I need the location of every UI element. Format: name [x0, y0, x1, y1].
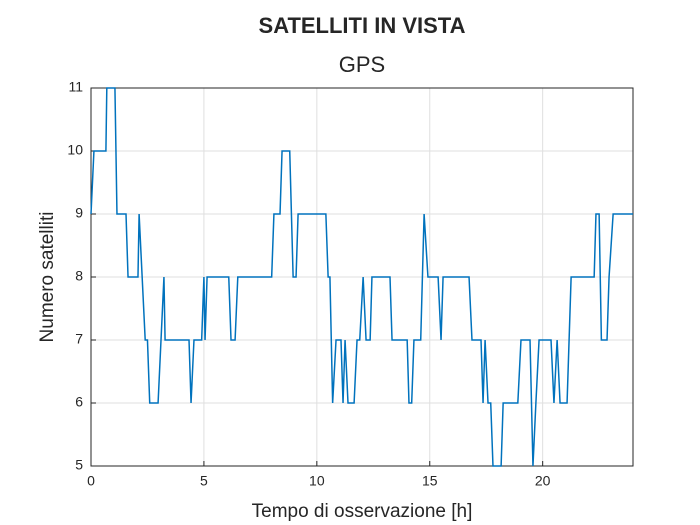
x-tick-label: 0 — [87, 473, 95, 489]
x-tick-label: 20 — [535, 473, 551, 489]
x-tick-label: 10 — [309, 473, 325, 489]
y-tick-label: 6 — [75, 394, 83, 410]
y-tick-label: 7 — [75, 331, 83, 347]
y-axis-label: Numero satelliti — [37, 212, 58, 343]
chart-title: SATELLITI IN VISTA — [259, 13, 466, 38]
x-axis-label: Tempo di osservazione [h] — [252, 501, 473, 522]
y-tick-label: 9 — [75, 205, 83, 221]
y-tick-label: 10 — [67, 142, 83, 158]
x-tick-label: 5 — [200, 473, 208, 489]
y-tick-label: 8 — [75, 268, 83, 284]
y-tick-label: 5 — [75, 457, 83, 473]
chart-subtitle: GPS — [339, 52, 385, 77]
x-tick-label: 15 — [422, 473, 438, 489]
axes-box — [90, 87, 634, 467]
y-tick-label: 11 — [68, 79, 83, 95]
data-line — [90, 87, 633, 467]
